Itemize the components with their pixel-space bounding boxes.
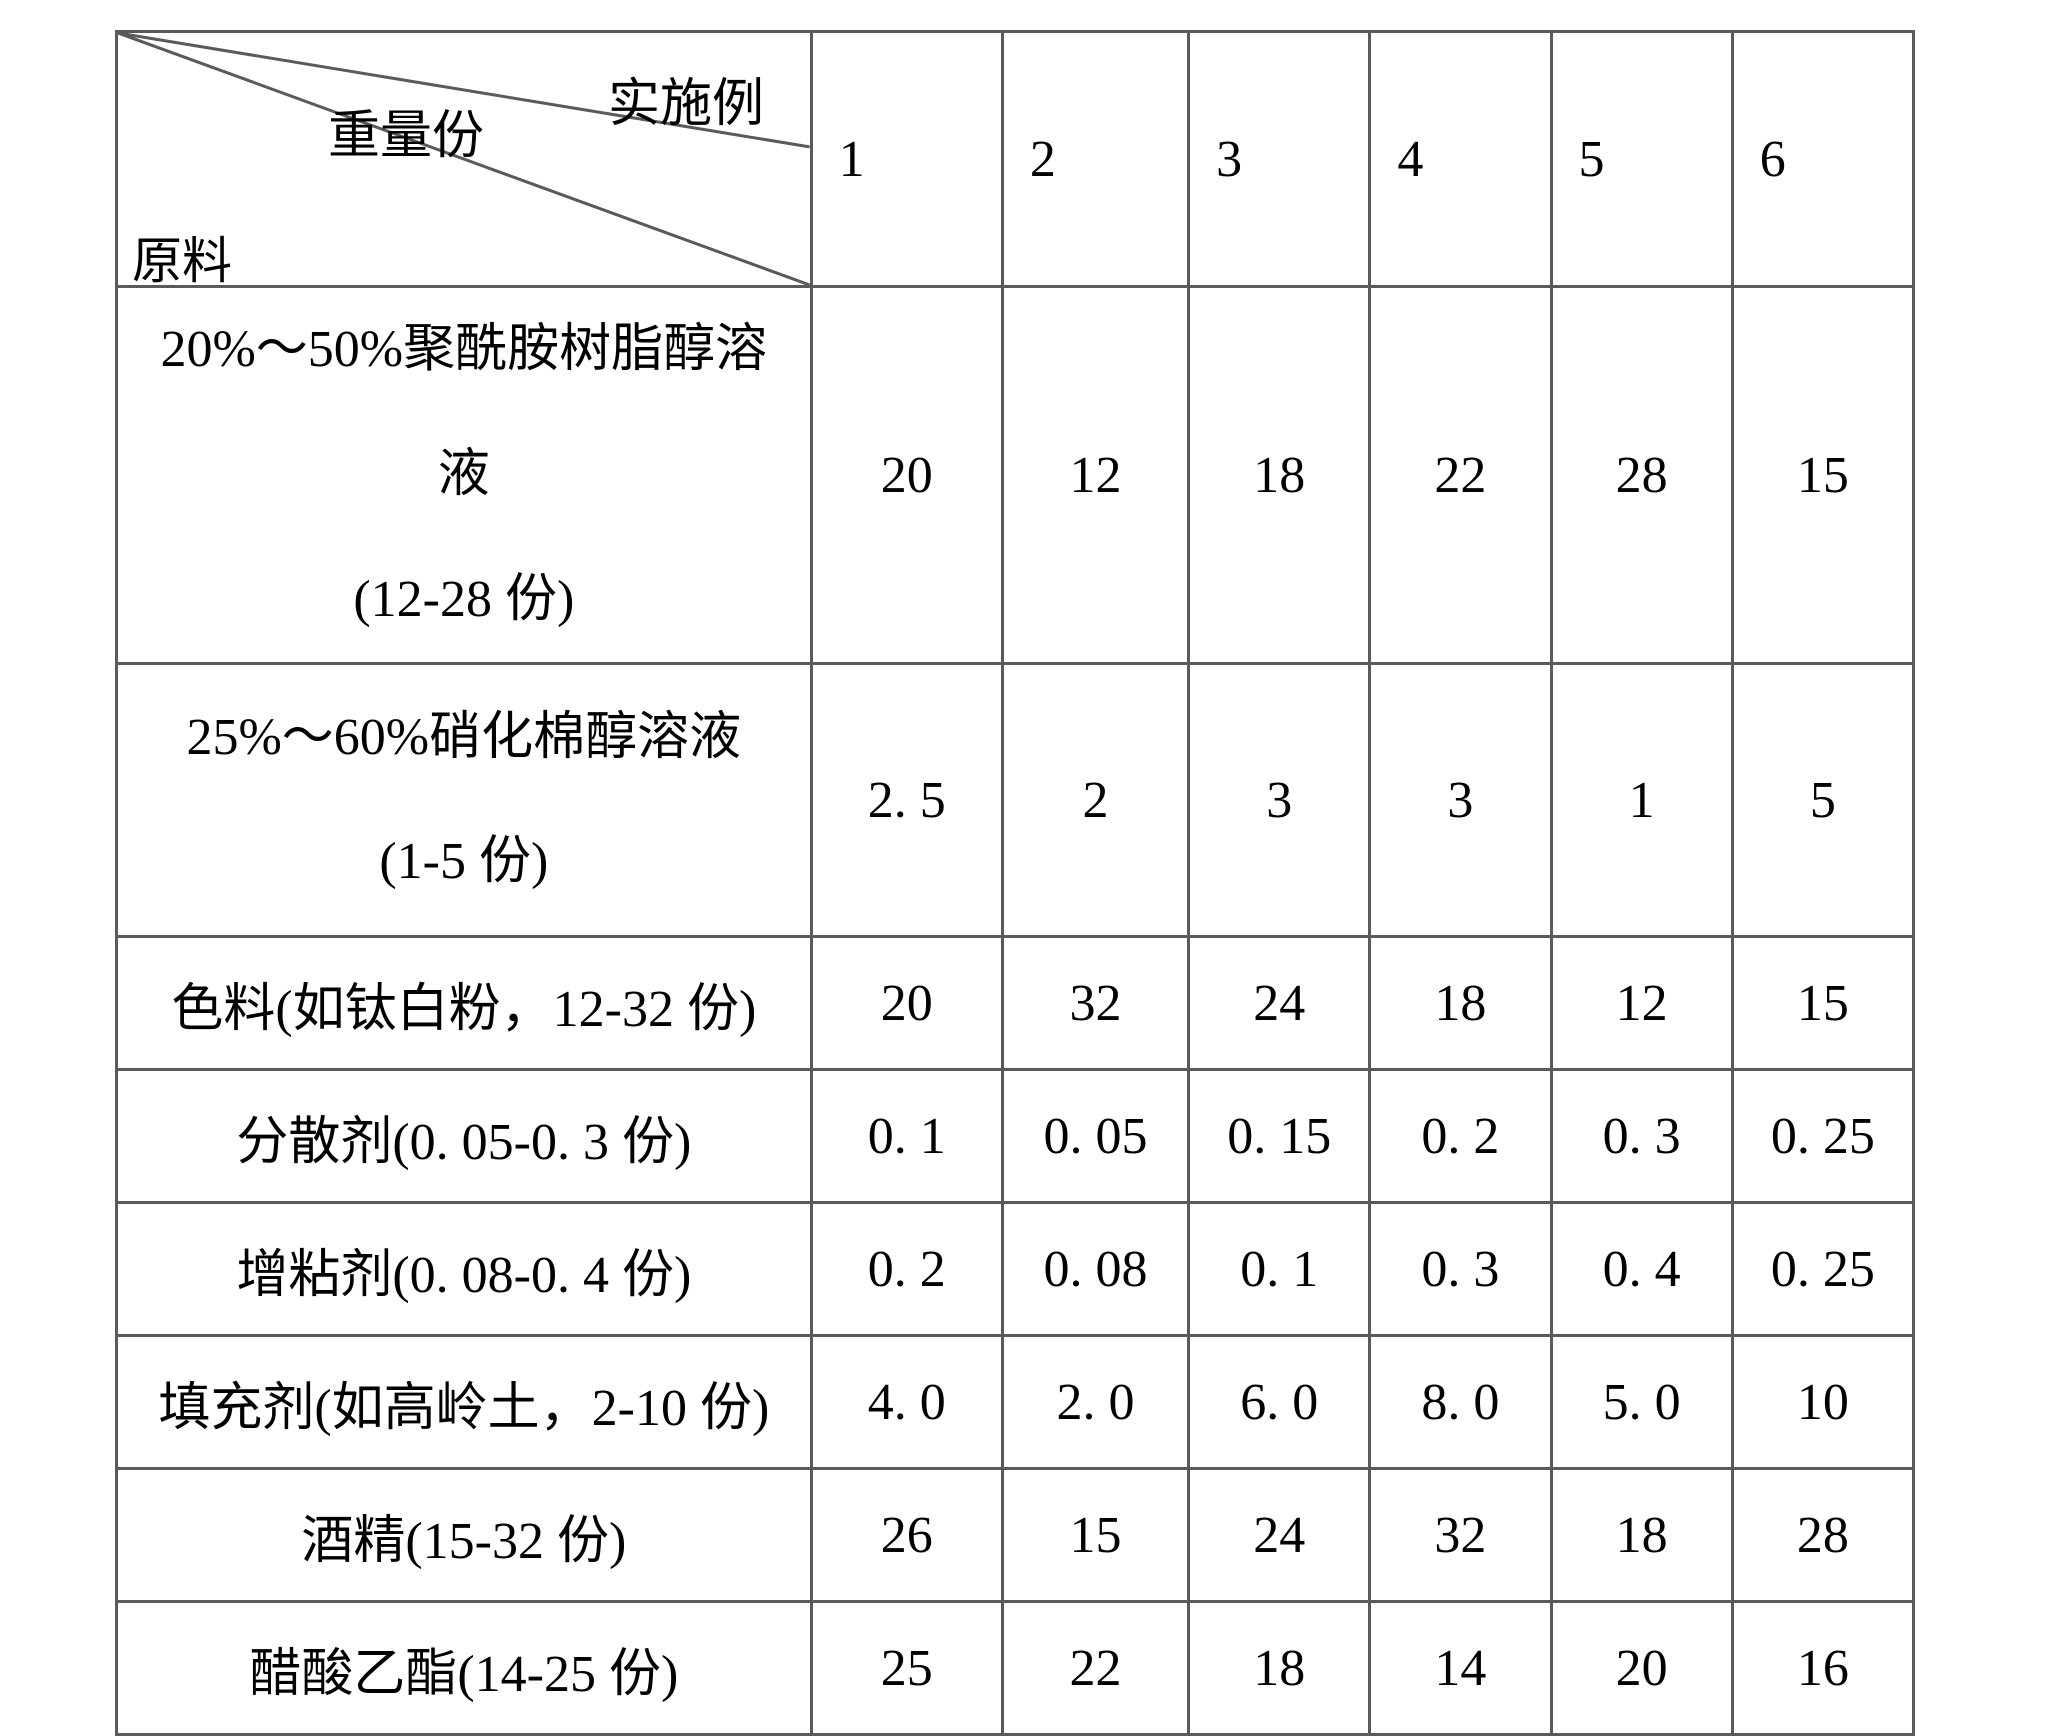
cell: 0. 3 xyxy=(1551,1070,1732,1203)
row-label: 25%～60%硝化棉醇溶液 (1-5 份) xyxy=(117,664,812,937)
cell: 12 xyxy=(1002,287,1188,664)
cell: 3 xyxy=(1370,664,1551,937)
row-label: 醋酸乙酯(14-25 份) xyxy=(117,1602,812,1735)
col-header: 5 xyxy=(1551,32,1732,287)
row-label: 分散剂(0. 05-0. 3 份) xyxy=(117,1070,812,1203)
cell: 0. 08 xyxy=(1002,1203,1188,1336)
cell: 1 xyxy=(1551,664,1732,937)
cell: 3 xyxy=(1189,664,1370,937)
cell: 0. 15 xyxy=(1189,1070,1370,1203)
cell: 14 xyxy=(1370,1602,1551,1735)
corner-label-bottom: 原料 xyxy=(132,221,232,293)
cell: 20 xyxy=(811,287,1002,664)
table-row: 填充剂(如高岭土，2-10 份) 4. 0 2. 0 6. 0 8. 0 5. … xyxy=(117,1336,1914,1469)
cell: 32 xyxy=(1002,937,1188,1070)
formulation-table: 实施例 重量份 原料 1 2 3 4 5 6 20%～50%聚酰胺树脂醇溶液 (… xyxy=(115,30,1915,1736)
cell: 20 xyxy=(1551,1602,1732,1735)
cell: 28 xyxy=(1551,287,1732,664)
cell: 8. 0 xyxy=(1370,1336,1551,1469)
cell: 24 xyxy=(1189,937,1370,1070)
row-label-line: 20%～50%聚酰胺树脂醇溶液 xyxy=(138,288,790,538)
cell: 25 xyxy=(811,1602,1002,1735)
cell: 32 xyxy=(1370,1469,1551,1602)
cell: 18 xyxy=(1370,937,1551,1070)
cell: 18 xyxy=(1189,287,1370,664)
col-header: 2 xyxy=(1002,32,1188,287)
cell: 4. 0 xyxy=(811,1336,1002,1469)
cell: 2. 0 xyxy=(1002,1336,1188,1469)
header-row: 实施例 重量份 原料 1 2 3 4 5 6 xyxy=(117,32,1914,287)
cell: 15 xyxy=(1732,287,1913,664)
cell: 20 xyxy=(811,937,1002,1070)
cell: 5. 0 xyxy=(1551,1336,1732,1469)
row-label: 20%～50%聚酰胺树脂醇溶液 (12-28 份) xyxy=(117,287,812,664)
corner-label-top: 实施例 xyxy=(608,61,764,136)
cell: 22 xyxy=(1370,287,1551,664)
col-header: 4 xyxy=(1370,32,1551,287)
cell: 22 xyxy=(1002,1602,1188,1735)
cell: 28 xyxy=(1732,1469,1913,1602)
cell: 0. 2 xyxy=(1370,1070,1551,1203)
cell: 0. 25 xyxy=(1732,1070,1913,1203)
row-label: 酒精(15-32 份) xyxy=(117,1469,812,1602)
col-header: 6 xyxy=(1732,32,1913,287)
cell: 26 xyxy=(811,1469,1002,1602)
table-row: 增粘剂(0. 08-0. 4 份) 0. 2 0. 08 0. 1 0. 3 0… xyxy=(117,1203,1914,1336)
col-header: 1 xyxy=(811,32,1002,287)
row-label-line: 25%～60%硝化棉醇溶液 xyxy=(138,676,790,801)
row-label: 色料(如钛白粉，12-32 份) xyxy=(117,937,812,1070)
table-row: 酒精(15-32 份) 26 15 24 32 18 28 xyxy=(117,1469,1914,1602)
row-label-line: (1-5 份) xyxy=(138,800,790,925)
table-row: 色料(如钛白粉，12-32 份) 20 32 24 18 12 15 xyxy=(117,937,1914,1070)
cell: 15 xyxy=(1732,937,1913,1070)
cell: 0. 4 xyxy=(1551,1203,1732,1336)
cell: 12 xyxy=(1551,937,1732,1070)
cell: 24 xyxy=(1189,1469,1370,1602)
table-row: 醋酸乙酯(14-25 份) 25 22 18 14 20 16 xyxy=(117,1602,1914,1735)
cell: 18 xyxy=(1551,1469,1732,1602)
cell: 6. 0 xyxy=(1189,1336,1370,1469)
table-row: 20%～50%聚酰胺树脂醇溶液 (12-28 份) 20 12 18 22 28… xyxy=(117,287,1914,664)
cell: 5 xyxy=(1732,664,1913,937)
corner-label-middle: 重量份 xyxy=(328,93,484,168)
cell: 0. 25 xyxy=(1732,1203,1913,1336)
col-header: 3 xyxy=(1189,32,1370,287)
row-label: 填充剂(如高岭土，2-10 份) xyxy=(117,1336,812,1469)
cell: 2. 5 xyxy=(811,664,1002,937)
row-label-line: (12-28 份) xyxy=(138,538,790,663)
table-row: 分散剂(0. 05-0. 3 份) 0. 1 0. 05 0. 15 0. 2 … xyxy=(117,1070,1914,1203)
cell: 10 xyxy=(1732,1336,1913,1469)
table-row: 25%～60%硝化棉醇溶液 (1-5 份) 2. 5 2 3 3 1 5 xyxy=(117,664,1914,937)
cell: 15 xyxy=(1002,1469,1188,1602)
row-label: 增粘剂(0. 08-0. 4 份) xyxy=(117,1203,812,1336)
cell: 0. 1 xyxy=(811,1070,1002,1203)
cell: 0. 3 xyxy=(1370,1203,1551,1336)
cell: 18 xyxy=(1189,1602,1370,1735)
cell: 16 xyxy=(1732,1602,1913,1735)
table: 实施例 重量份 原料 1 2 3 4 5 6 20%～50%聚酰胺树脂醇溶液 (… xyxy=(115,30,1915,1736)
cell: 0. 1 xyxy=(1189,1203,1370,1336)
cell: 2 xyxy=(1002,664,1188,937)
corner-cell: 实施例 重量份 原料 xyxy=(117,32,812,287)
cell: 0. 05 xyxy=(1002,1070,1188,1203)
cell: 0. 2 xyxy=(811,1203,1002,1336)
